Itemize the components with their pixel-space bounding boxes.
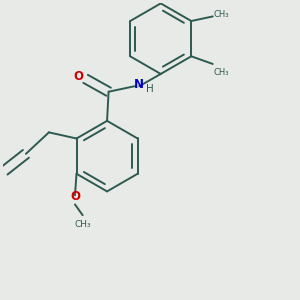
Text: CH₃: CH₃ (214, 11, 229, 20)
Text: CH₃: CH₃ (74, 220, 91, 229)
Text: H: H (146, 84, 153, 94)
Text: O: O (70, 190, 80, 203)
Text: N: N (134, 78, 144, 91)
Text: CH₃: CH₃ (214, 68, 229, 76)
Text: O: O (74, 70, 84, 83)
